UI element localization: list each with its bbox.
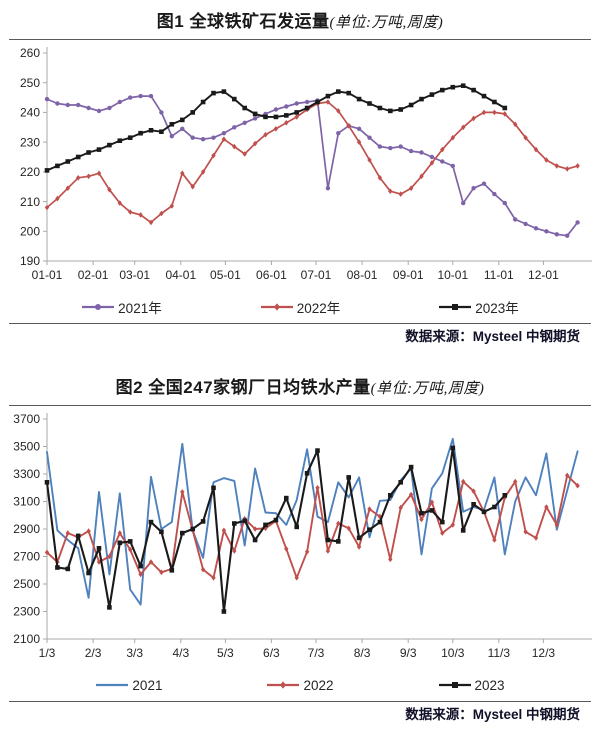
x-tick-label: 12/3 bbox=[532, 646, 556, 660]
iron-ore-shipments-chart: 190 200 210 220 230 240 250 260 01-01 02-01 03-01 0… bbox=[20, 46, 592, 282]
y-tick-label: 2500 bbox=[13, 577, 40, 591]
x-tick-label: 11-01 bbox=[484, 268, 514, 282]
x-tick-label: 03-01 bbox=[119, 268, 150, 282]
series-line-2021 bbox=[46, 437, 579, 606]
legend-item-2022: 2022 bbox=[266, 677, 334, 693]
legend-item-2021: 2021 bbox=[95, 678, 162, 693]
legend-marker-2023-square bbox=[438, 679, 472, 691]
legend-marker-2022-diamond bbox=[266, 679, 300, 691]
x-tick-label: 6/3 bbox=[263, 646, 280, 660]
legend-swatch-svg bbox=[439, 304, 472, 310]
legend-item-2022: 2022年 bbox=[260, 297, 341, 317]
figure-2-unit-text: (单位:万吨,周度) bbox=[370, 381, 485, 397]
figure-2-top-rule bbox=[9, 405, 591, 406]
y-tick-label: 2900 bbox=[13, 522, 40, 536]
legend-label-2021: 2021 bbox=[132, 677, 163, 693]
legend-item-2023: 2023年 bbox=[438, 297, 519, 317]
legend-swatch-svg bbox=[267, 681, 300, 689]
x-tick-label: 02-01 bbox=[78, 268, 109, 282]
figure-2-data-source: 数据来源：Mysteel 中钢期货 bbox=[405, 707, 580, 722]
x-tick-label: 1/3 bbox=[39, 646, 56, 660]
hot-metal-output-chart: 2100 2300 2500 2700 2900 3100 3300 3500 3700 1/3 2… bbox=[13, 412, 592, 660]
legend-marker-2022-diamond bbox=[260, 301, 294, 313]
x-tick-label: 01-01 bbox=[32, 268, 63, 282]
x-tick-label: 3/3 bbox=[126, 646, 143, 660]
figure-2-title-text: 图2 全国247家钢厂日均铁水产量 bbox=[115, 378, 371, 397]
series-markers-2023年 bbox=[44, 83, 508, 173]
figure-1-unit-text: (单位:万吨,周度) bbox=[329, 15, 444, 31]
legend-marker-2023-square bbox=[438, 301, 472, 313]
legend-marker-2021-circle bbox=[81, 301, 115, 313]
series-line-2022 bbox=[46, 474, 579, 579]
legend-swatch-svg bbox=[82, 304, 115, 310]
y-tick-label: 220 bbox=[20, 165, 40, 179]
y-tick-label: 3700 bbox=[13, 412, 40, 426]
legend-label-2022: 2022 bbox=[303, 677, 334, 693]
legend-swatch-svg bbox=[96, 683, 129, 687]
x-tick-label: 09-01 bbox=[393, 268, 424, 282]
x-tick-label: 04-01 bbox=[165, 268, 196, 282]
legend-label-2023: 2023年 bbox=[475, 301, 519, 316]
figure-1-title: 图1 全球铁矿石发运量(单位:万吨,周度) bbox=[0, 0, 600, 37]
y-tick-label: 190 bbox=[20, 254, 40, 268]
x-tick-label: 08-01 bbox=[347, 268, 378, 282]
series-markers-2022年 bbox=[44, 99, 580, 226]
series-line-2022年 bbox=[46, 101, 579, 224]
figure-2-section: 图2 全国247家钢厂日均铁水产量(单位:万吨,周度) 2100 2300 2500… bbox=[0, 352, 600, 730]
x-tick-label: 5/3 bbox=[217, 646, 234, 660]
y-tick-label: 2100 bbox=[13, 632, 40, 646]
x-tick-label: 2/3 bbox=[85, 646, 102, 660]
y-tick-label: 240 bbox=[20, 106, 40, 120]
x-tick-label: 9/3 bbox=[400, 646, 417, 660]
legend-label-2022: 2022年 bbox=[296, 301, 341, 316]
x-tick-label: 4/3 bbox=[172, 646, 189, 660]
series-markers-2023 bbox=[44, 445, 508, 614]
legend-swatch-svg bbox=[438, 682, 471, 688]
figure-2-legend: 2021 2022 2023 bbox=[0, 675, 600, 695]
y-tick-label: 3300 bbox=[13, 467, 40, 481]
series-markers-2021年 bbox=[44, 93, 580, 238]
y-tick-label: 3100 bbox=[13, 495, 40, 509]
figure-1-data-source: 数据来源：Mysteel 中钢期货 bbox=[405, 329, 580, 344]
legend-item-2021: 2021年 bbox=[81, 297, 162, 317]
x-tick-label: 11/3 bbox=[488, 646, 511, 660]
figure-2-title: 图2 全国247家钢厂日均铁水产量(单位:万吨,周度) bbox=[0, 352, 600, 403]
y-tick-label: 2300 bbox=[13, 605, 40, 619]
y-tick-label: 260 bbox=[20, 46, 40, 60]
figure-1-section: 图1 全球铁矿石发运量(单位:万吨,周度) 190 200 210 220 230 240… bbox=[0, 0, 600, 352]
x-tick-label: 07-01 bbox=[301, 268, 332, 282]
x-tick-label: 12-01 bbox=[528, 268, 559, 282]
legend-swatch-svg bbox=[260, 303, 293, 311]
y-tick-label: 230 bbox=[20, 135, 40, 149]
legend-label-2021: 2021年 bbox=[118, 301, 162, 316]
y-tick-label: 250 bbox=[20, 76, 40, 90]
figure-1-bottom-rule bbox=[9, 323, 591, 324]
figure-1-top-rule bbox=[9, 39, 591, 40]
x-tick-label: 8/3 bbox=[354, 646, 371, 660]
y-tick-label: 3500 bbox=[13, 440, 40, 454]
x-tick-label: 10-01 bbox=[437, 268, 468, 282]
figure-1-title-text: 图1 全球铁矿石发运量 bbox=[156, 12, 330, 31]
x-tick-label: 06-01 bbox=[256, 268, 287, 282]
figure-1-legend: 2021年 2022年 2023年 bbox=[0, 297, 600, 317]
y-tick-label: 210 bbox=[20, 195, 40, 209]
legend-item-2023: 2023 bbox=[438, 678, 505, 693]
x-tick-label: 05-01 bbox=[210, 268, 241, 282]
y-tick-label: 2700 bbox=[13, 550, 40, 564]
legend-marker-2021-line bbox=[95, 679, 129, 691]
x-tick-label: 10/3 bbox=[441, 646, 465, 660]
x-tick-label: 7/3 bbox=[308, 646, 325, 660]
series-line-2021年 bbox=[46, 95, 579, 237]
legend-label-2023: 2023 bbox=[474, 677, 505, 693]
y-tick-label: 200 bbox=[20, 225, 40, 239]
figure-2-bottom-rule bbox=[9, 701, 591, 702]
